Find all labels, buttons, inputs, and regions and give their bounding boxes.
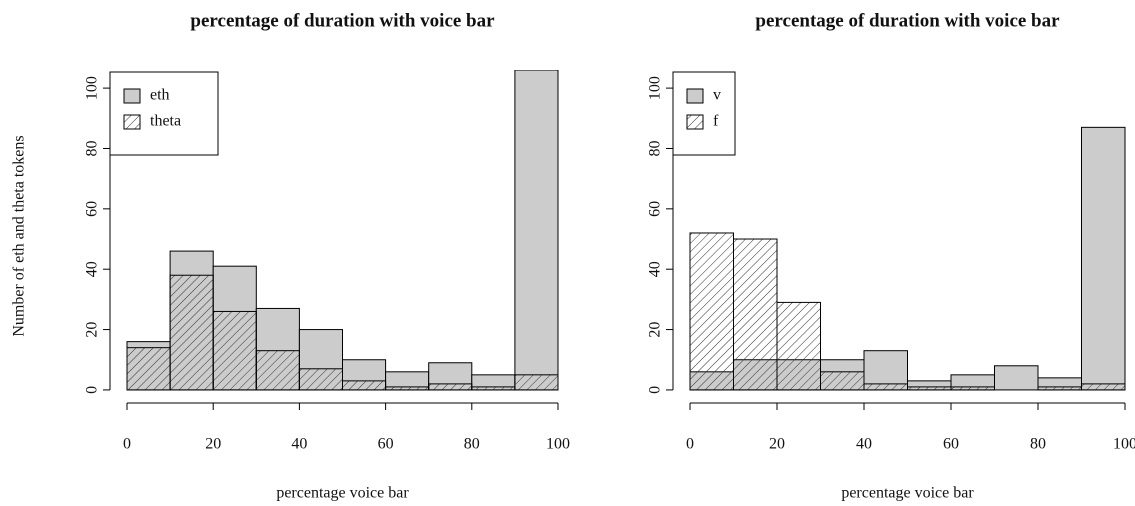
x-axis-label: percentage voice bar (841, 485, 974, 502)
x-tick-label: 60 (943, 436, 959, 453)
y-tick-label: 0 (84, 386, 101, 394)
y-tick-label: 0 (647, 386, 664, 394)
legend-swatch (686, 114, 704, 130)
bar (514, 70, 559, 391)
x-tick-label: 60 (378, 436, 394, 453)
bar (950, 386, 995, 391)
y-tick-label: 100 (84, 76, 101, 100)
bar (863, 383, 908, 391)
bar (342, 380, 387, 391)
bar (428, 383, 473, 391)
y-tick-label: 40 (84, 261, 101, 277)
legend-label: eth (150, 87, 170, 104)
x-tick-label: 40 (856, 436, 872, 453)
x-tick-label: 80 (1030, 436, 1046, 453)
y-tick-label: 20 (84, 322, 101, 338)
plot-area (126, 70, 559, 391)
x-tick-label: 40 (291, 436, 307, 453)
bar (169, 274, 214, 391)
y-tick-label: 60 (84, 201, 101, 217)
bar (514, 374, 559, 391)
legend-box (672, 71, 736, 156)
x-tick-label: 80 (464, 436, 480, 453)
bar (212, 310, 257, 391)
x-tick-label: 0 (123, 436, 131, 453)
bar (1037, 386, 1082, 391)
bar (255, 350, 300, 391)
legend-label: f (713, 113, 719, 130)
plot-area (689, 126, 1126, 391)
bar (994, 365, 1039, 391)
y-tick-label: 60 (647, 201, 664, 217)
bar (733, 238, 778, 391)
bar (907, 386, 952, 391)
legend-swatch (123, 114, 141, 130)
y-tick-label: 100 (647, 76, 664, 100)
bar (1081, 383, 1126, 391)
x-tick-label: 20 (769, 436, 785, 453)
x-tick-label: 100 (1113, 436, 1135, 453)
y-tick-label: 80 (647, 140, 664, 156)
x-axis-label: percentage voice bar (276, 485, 409, 502)
bar (385, 386, 430, 391)
bar (776, 301, 821, 391)
legend-swatch (123, 88, 141, 104)
chart-title: percentage of duration with voice bar (755, 10, 1060, 31)
bar (298, 368, 343, 391)
y-axis-label: Number of eth and theta tokens (11, 135, 28, 336)
bar (820, 371, 865, 391)
legend-label: theta (150, 113, 181, 130)
legend-swatch (686, 88, 704, 104)
x-tick-label: 100 (546, 436, 570, 453)
bar (126, 347, 171, 391)
x-tick-label: 0 (686, 436, 694, 453)
legend-box (109, 71, 219, 156)
x-tick-label: 20 (205, 436, 221, 453)
bar (689, 232, 734, 391)
y-tick-label: 20 (647, 322, 664, 338)
bar (1081, 126, 1126, 391)
legend-label: v (713, 87, 721, 104)
bar (471, 386, 516, 391)
y-tick-label: 80 (84, 140, 101, 156)
chart-title: percentage of duration with voice bar (190, 10, 495, 31)
y-tick-label: 40 (647, 261, 664, 277)
